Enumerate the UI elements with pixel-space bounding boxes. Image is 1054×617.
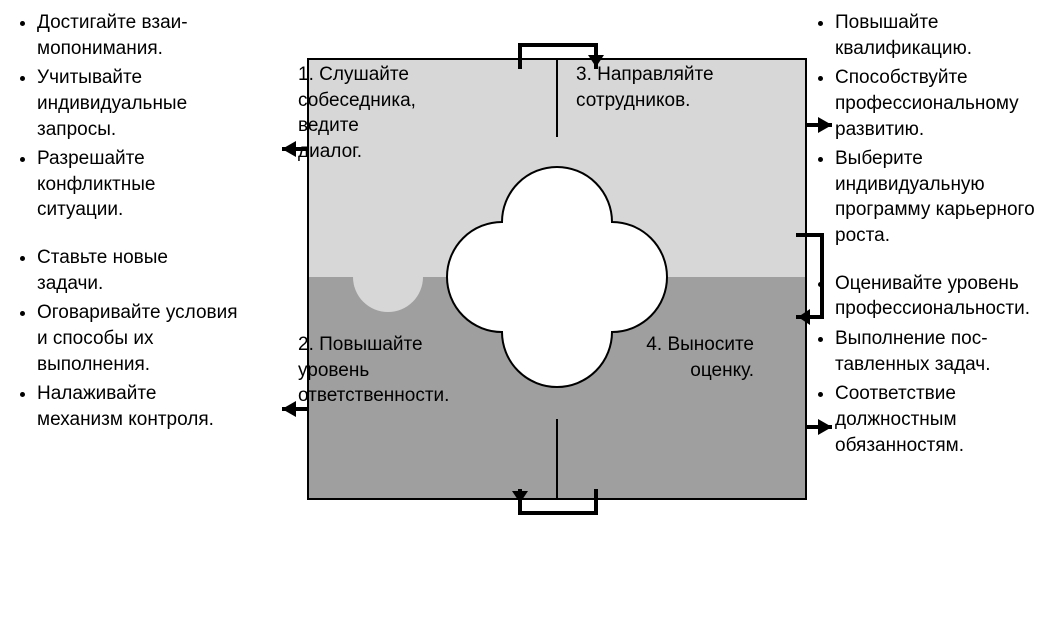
q4-line: оценку.: [690, 360, 754, 381]
q4-label: 4. Выносите оценку.: [646, 332, 754, 383]
list-item: Ставьте новые задачи.: [37, 245, 239, 296]
diagram-wrapper: Достигайте взаи­мопонимания. Учитывайте …: [10, 10, 1044, 480]
q2-number: 2.: [298, 334, 314, 355]
left-bottom-list: Ставьте новые задачи. Оговаривайте услов…: [17, 245, 239, 432]
q2-label: 2. Повышайте уровень ответственности.: [298, 332, 449, 409]
right-column: Повышайте квалификацию. Способствуйте пр…: [807, 10, 1037, 480]
q1-line: собеседника,: [298, 90, 416, 111]
list-item: Налаживайте механизм контроля.: [37, 381, 239, 432]
q3-line: сотрудников.: [576, 90, 690, 111]
q1-line: диалог.: [298, 141, 362, 162]
q1-label: 1. Слушайте собеседника, ведите диалог.: [298, 62, 416, 165]
list-item: Оценивайте уровень профес­сиональности.: [835, 271, 1037, 322]
list-item: Оговаривайте условия и способы их выполн…: [37, 300, 239, 377]
left-top-list: Достигайте взаи­мопонимания. Учитывайте …: [17, 10, 239, 223]
q2-line: Повышайте: [319, 334, 422, 355]
list-item: Выберите индивидуальную программу карьер…: [835, 146, 1037, 249]
list-item: Соответствие должностным обязанностям.: [835, 381, 1037, 458]
list-item: Повышайте квалификацию.: [835, 10, 1037, 61]
q1-line: Слушайте: [319, 64, 409, 85]
q4-number: 4.: [646, 334, 662, 355]
right-bottom-list: Оценивайте уровень профес­сиональности. …: [815, 271, 1037, 458]
q3-label: 3. Направляйте сотрудников.: [576, 62, 714, 113]
q3-number: 3.: [576, 64, 592, 85]
list-item: Выполнение пос­тавленных задач.: [835, 326, 1037, 377]
center-diagram: 1. Слушайте собеседника, ведите диалог. …: [247, 10, 807, 474]
list-item: Способствуйте профессиональ­ному развити…: [835, 65, 1037, 142]
q1-number: 1.: [298, 64, 314, 85]
q2-line: ответственности.: [298, 385, 449, 406]
q1-line: ведите: [298, 115, 359, 136]
list-item: Учитывайте индивидуальные запросы.: [37, 65, 239, 142]
list-item: Достигайте взаи­мопонимания.: [37, 10, 239, 61]
q3-line: Направляйте: [597, 64, 713, 85]
q4-line: Выносите: [667, 334, 754, 355]
list-item: Разрешайте конфликтные ситуации.: [37, 146, 239, 223]
left-column: Достигайте взаи­мопонимания. Учитывайте …: [17, 10, 247, 455]
right-top-list: Повышайте квалификацию. Способствуйте пр…: [815, 10, 1037, 249]
square-frame: 1. Слушайте собеседника, ведите диалог. …: [278, 34, 776, 474]
q2-line: уровень: [298, 360, 369, 381]
